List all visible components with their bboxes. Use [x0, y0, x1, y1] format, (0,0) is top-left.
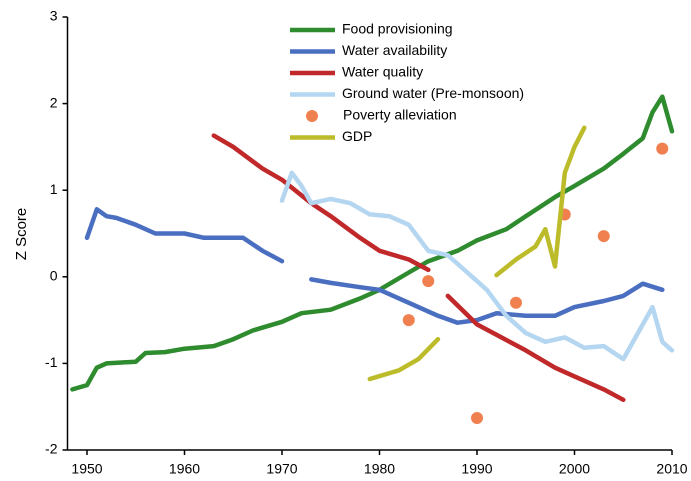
data-point [656, 142, 669, 155]
y-tick-label: 3 [50, 8, 58, 24]
series-line [445, 293, 626, 403]
x-tick-label: 1950 [71, 461, 102, 477]
x-tick-label: 1980 [364, 461, 395, 477]
data-point [597, 230, 610, 243]
series-line [279, 170, 675, 362]
x-tick-label: 1960 [169, 461, 200, 477]
data-point [510, 296, 522, 309]
legend-marker [306, 110, 318, 122]
series-line [70, 94, 675, 392]
legend-label: Water availability [342, 42, 447, 58]
legend-label: Ground water (Pre-monsoon) [342, 85, 524, 101]
data-point [422, 275, 435, 288]
y-tick-label: 0 [50, 268, 58, 284]
y-tick-label: -2 [45, 441, 58, 457]
x-tick-label: 2010 [656, 461, 687, 477]
data-point [471, 411, 483, 424]
legend-label: Poverty alleviation [343, 107, 457, 123]
series-line [211, 133, 431, 273]
y-axis-label: Z Score [13, 208, 30, 261]
x-tick-label: 2000 [559, 461, 590, 477]
y-tick-label: -1 [45, 354, 58, 370]
y-tick-label: 2 [50, 94, 58, 110]
legend-label: Water quality [342, 64, 423, 80]
x-tick-label: 1970 [266, 461, 297, 477]
y-tick-label: 1 [50, 181, 58, 197]
legend-label: Food provisioning [342, 21, 453, 37]
legend-label: GDP [342, 128, 372, 144]
series-line [494, 125, 587, 278]
series-line [309, 277, 665, 325]
series-line [367, 336, 441, 382]
x-tick-label: 1990 [461, 461, 492, 477]
series-line [84, 207, 285, 264]
data-point [402, 314, 415, 327]
